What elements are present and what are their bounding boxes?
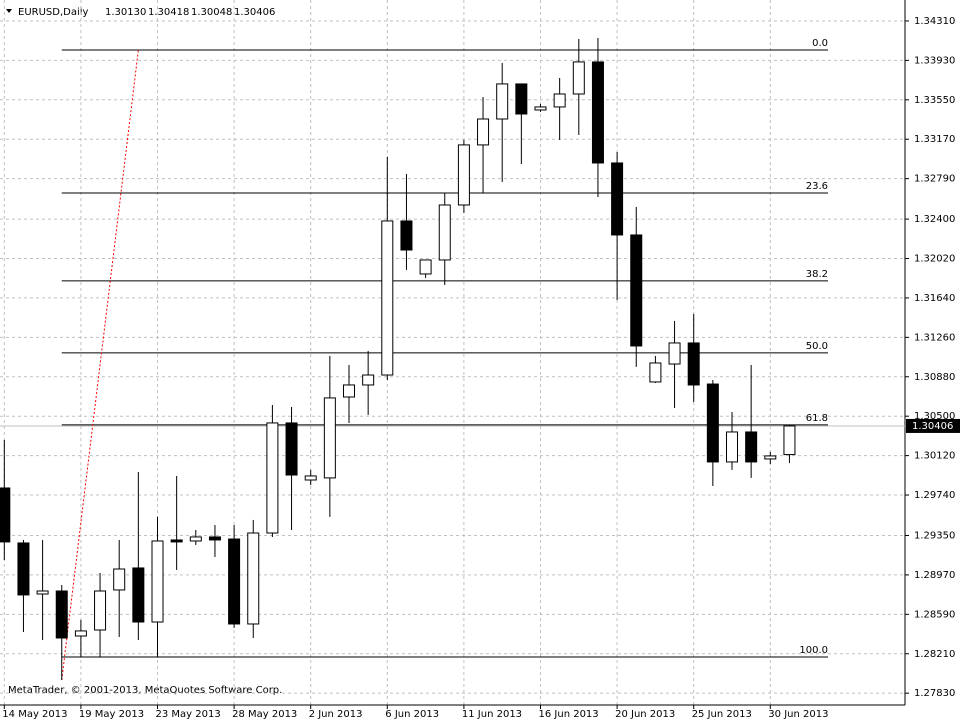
y-tick-label: 1.31640	[914, 293, 955, 304]
x-tick-label: 2 Jun 2013	[309, 709, 363, 720]
candle-body	[706, 383, 719, 463]
fibo-label: 38.2	[806, 269, 828, 280]
y-tick-label: 1.28210	[914, 649, 955, 660]
x-tick-label: 6 Jun 2013	[385, 709, 439, 720]
candle-body	[55, 590, 68, 639]
candle-body	[132, 567, 145, 623]
y-tick-label: 1.28970	[914, 570, 955, 581]
candle-body	[572, 61, 585, 95]
y-tick-label: 1.29740	[914, 490, 955, 501]
candle-body	[323, 397, 336, 479]
candle-body	[764, 455, 777, 460]
candle-body	[515, 83, 528, 115]
candle-body	[783, 425, 796, 456]
candle-body	[304, 475, 317, 481]
candle-body	[343, 384, 355, 398]
candle-body	[668, 342, 681, 365]
candle-body	[745, 431, 758, 463]
y-tick-label: 1.31260	[914, 332, 955, 343]
candle-body	[553, 93, 566, 108]
candle-body	[36, 590, 49, 595]
candle-body	[534, 106, 547, 111]
candle-body	[649, 362, 662, 383]
candle-body	[591, 61, 604, 164]
current-price-box	[906, 418, 960, 433]
candle-body	[247, 532, 260, 625]
y-tick-label: 1.27830	[914, 688, 955, 699]
candle-body	[630, 234, 643, 347]
candle-body	[113, 568, 126, 591]
y-tick-label: 1.33550	[914, 95, 955, 106]
header-value: 1.30130	[105, 7, 146, 18]
y-tick-label: 1.29350	[914, 530, 955, 541]
candle-body	[611, 162, 624, 236]
current-price-label: 1.30406	[912, 421, 953, 432]
candle-body	[285, 422, 298, 476]
candle-body	[228, 538, 241, 625]
header-value: 1.30418	[148, 7, 189, 18]
candle-body	[496, 83, 509, 120]
y-tick-label: 1.32020	[914, 254, 955, 265]
candle-body	[381, 220, 394, 376]
y-tick-label: 1.30500	[914, 411, 955, 422]
x-tick-label: 28 May 2013	[232, 709, 297, 720]
y-tick-label: 1.28590	[914, 609, 955, 620]
header-value: 1.30406	[234, 7, 275, 18]
chart-title: EURUSD,Daily	[18, 7, 89, 18]
x-tick-label: 14 May 2013	[2, 709, 67, 720]
candle-body	[170, 539, 183, 543]
x-tick-label: 23 May 2013	[156, 709, 221, 720]
y-tick-label: 1.33170	[914, 134, 955, 145]
candle-body	[419, 259, 432, 275]
candle-body	[477, 118, 490, 146]
candle-body	[726, 431, 738, 463]
x-tick-label: 11 Jun 2013	[462, 709, 522, 720]
x-tick-label: 30 Jun 2013	[768, 709, 828, 720]
candle-body	[400, 220, 413, 251]
x-tick-label: 16 Jun 2013	[539, 709, 599, 720]
y-tick-label: 1.30120	[914, 451, 955, 462]
candle-body	[362, 374, 375, 386]
y-tick-label: 1.32790	[914, 174, 955, 185]
candle-body	[0, 487, 11, 543]
menu-arrow[interactable]	[6, 9, 12, 13]
y-tick-label: 1.32400	[914, 214, 955, 225]
candle-body	[94, 590, 107, 631]
x-tick-label: 25 Jun 2013	[692, 709, 752, 720]
y-tick-label: 1.33930	[914, 55, 955, 66]
y-tick-label: 1.34310	[914, 16, 955, 27]
candle-body	[74, 630, 87, 637]
x-tick-label: 19 May 2013	[79, 709, 144, 720]
x-tick-label: 20 Jun 2013	[615, 709, 675, 720]
candle-body	[687, 342, 700, 386]
header-value: 1.30048	[191, 7, 232, 18]
candle-body	[17, 542, 30, 596]
candle-body	[266, 422, 279, 534]
fibo-label: 61.8	[806, 413, 828, 424]
y-tick-label: 1.30880	[914, 372, 955, 383]
candle-body	[438, 204, 451, 261]
candle-body	[189, 536, 202, 542]
candle-body	[208, 536, 221, 541]
fibo-label: 23.6	[806, 181, 828, 192]
fibo-label: 0.0	[812, 38, 828, 49]
fibo-label: 100.0	[799, 645, 828, 656]
copyright: MetaTrader, © 2001-2013, MetaQuotes Soft…	[8, 685, 282, 696]
candle-body	[457, 144, 470, 206]
candle-body	[151, 540, 164, 623]
trend-line	[61, 49, 139, 681]
fibo-label: 50.0	[806, 341, 828, 352]
